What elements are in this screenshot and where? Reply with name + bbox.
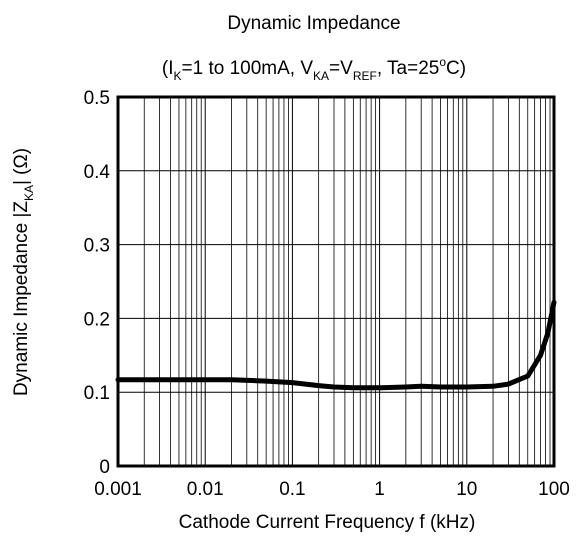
- chart-title: Dynamic Impedance: [227, 13, 400, 34]
- y-tick-label: 0: [99, 457, 110, 478]
- y-tick-label: 0.3: [84, 236, 110, 257]
- y-tick-label: 0.4: [84, 162, 111, 183]
- y-axis-label: Dynamic Impedance |ZKA| (Ω): [11, 148, 36, 396]
- y-tick-label: 0.5: [84, 88, 110, 109]
- y-tick-label: 0.2: [84, 309, 110, 330]
- x-tick-label: 100: [538, 479, 570, 500]
- plot-frame: [116, 95, 556, 468]
- x-tick-label: 0.01: [187, 479, 224, 500]
- series-layer: [115, 299, 557, 391]
- y-tick-label: 0.1: [84, 383, 110, 404]
- x-tick-label: 1: [374, 479, 385, 500]
- x-tick-label: 0.1: [279, 479, 305, 500]
- grid: [117, 96, 554, 467]
- x-axis-label: Cathode Current Frequency f (kHz): [179, 512, 476, 533]
- series-line: [115, 299, 557, 391]
- tick-labels: 0.001 0.01 0.1 1 10 100 0 0.1 0.2 0.3 0.4 0.5: [84, 88, 570, 500]
- x-tick-label: 0.001: [94, 479, 142, 500]
- chart-subtitle: (IK=1 to 100mA, VKA=VREF, Ta=25oC): [162, 55, 466, 83]
- x-tick-label: 10: [456, 479, 477, 500]
